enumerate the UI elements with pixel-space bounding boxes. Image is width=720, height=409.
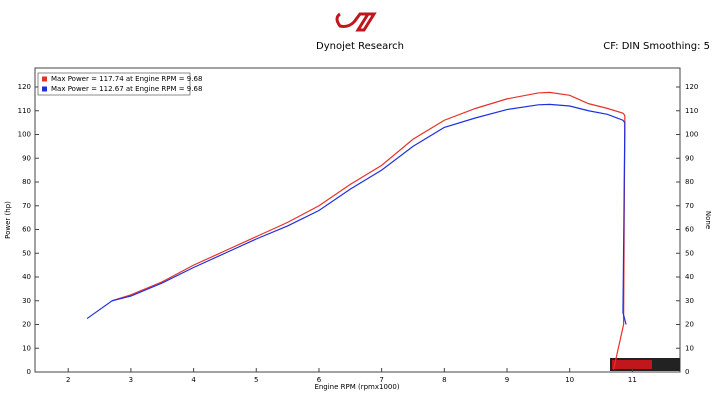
x-tick-label: 7 [379,376,383,384]
legend-label: Max Power = 112.67 at Engine RPM = 9.68 [51,85,202,93]
x-tick-label: 2 [66,376,70,384]
legend-swatch [42,76,47,82]
y2-tick-label: 120 [685,83,698,91]
y2-tick-label: 0 [685,368,689,376]
y-tick-label: 100 [18,131,31,139]
x-tick-label: 9 [505,376,509,384]
x-tick-label: 3 [129,376,133,384]
y2-tick-label: 60 [685,226,694,234]
y-tick-label: 70 [22,202,31,210]
logo [335,12,377,32]
x-tick-label: 6 [317,376,322,384]
y2-axis-label: None [704,211,712,229]
x-tick-label: 5 [254,376,258,384]
y-tick-label: 20 [22,321,31,329]
y2-tick-label: 30 [685,297,694,305]
plot-area [34,67,681,373]
x-axis-label: Engine RPM (rpmx1000) [314,383,399,391]
y-tick-label: 80 [22,178,31,186]
y2-tick-label: 70 [685,202,694,210]
legend-swatch [42,86,47,92]
y-tick-label: 0 [27,368,31,376]
x-tick-label: 11 [628,376,637,384]
y2-tick-label: 80 [685,178,694,186]
legend-box [37,72,191,96]
y2-tick-label: 110 [685,107,698,115]
y-tick-label: 120 [18,83,31,91]
line-series [111,91,626,370]
y2-tick-label: 10 [685,344,694,352]
y-tick-label: 30 [22,297,31,305]
legend-label: Max Power = 117.74 at Engine RPM = 9.68 [51,75,202,83]
y2-tick-label: 20 [685,321,694,329]
x-tick-label: 8 [442,376,446,384]
y-tick-label: 10 [22,344,31,352]
y2-tick-label: 50 [685,249,694,257]
chart-subtitle: CF: DIN Smoothing: 5 [603,41,710,52]
dynojet-logo [610,358,680,371]
y-tick-label: 90 [22,154,31,162]
line-series [86,103,627,325]
y-tick-label: 60 [22,226,31,234]
y-tick-label: 40 [22,273,31,281]
x-tick-label: 10 [565,376,574,384]
legend: Max Power = 117.74 at Engine RPM = 9.68 M… [37,72,202,96]
y2-tick-label: 100 [685,131,698,139]
y2-tick-label: 90 [685,154,694,162]
x-tick-label: 4 [191,376,196,384]
y-tick-label: 50 [22,249,31,257]
y-tick-label: 110 [18,107,31,115]
y-axis-label: Power (hp) [4,201,12,239]
chart-title: Dynojet Research [316,41,404,52]
y2-tick-label: 40 [685,273,694,281]
